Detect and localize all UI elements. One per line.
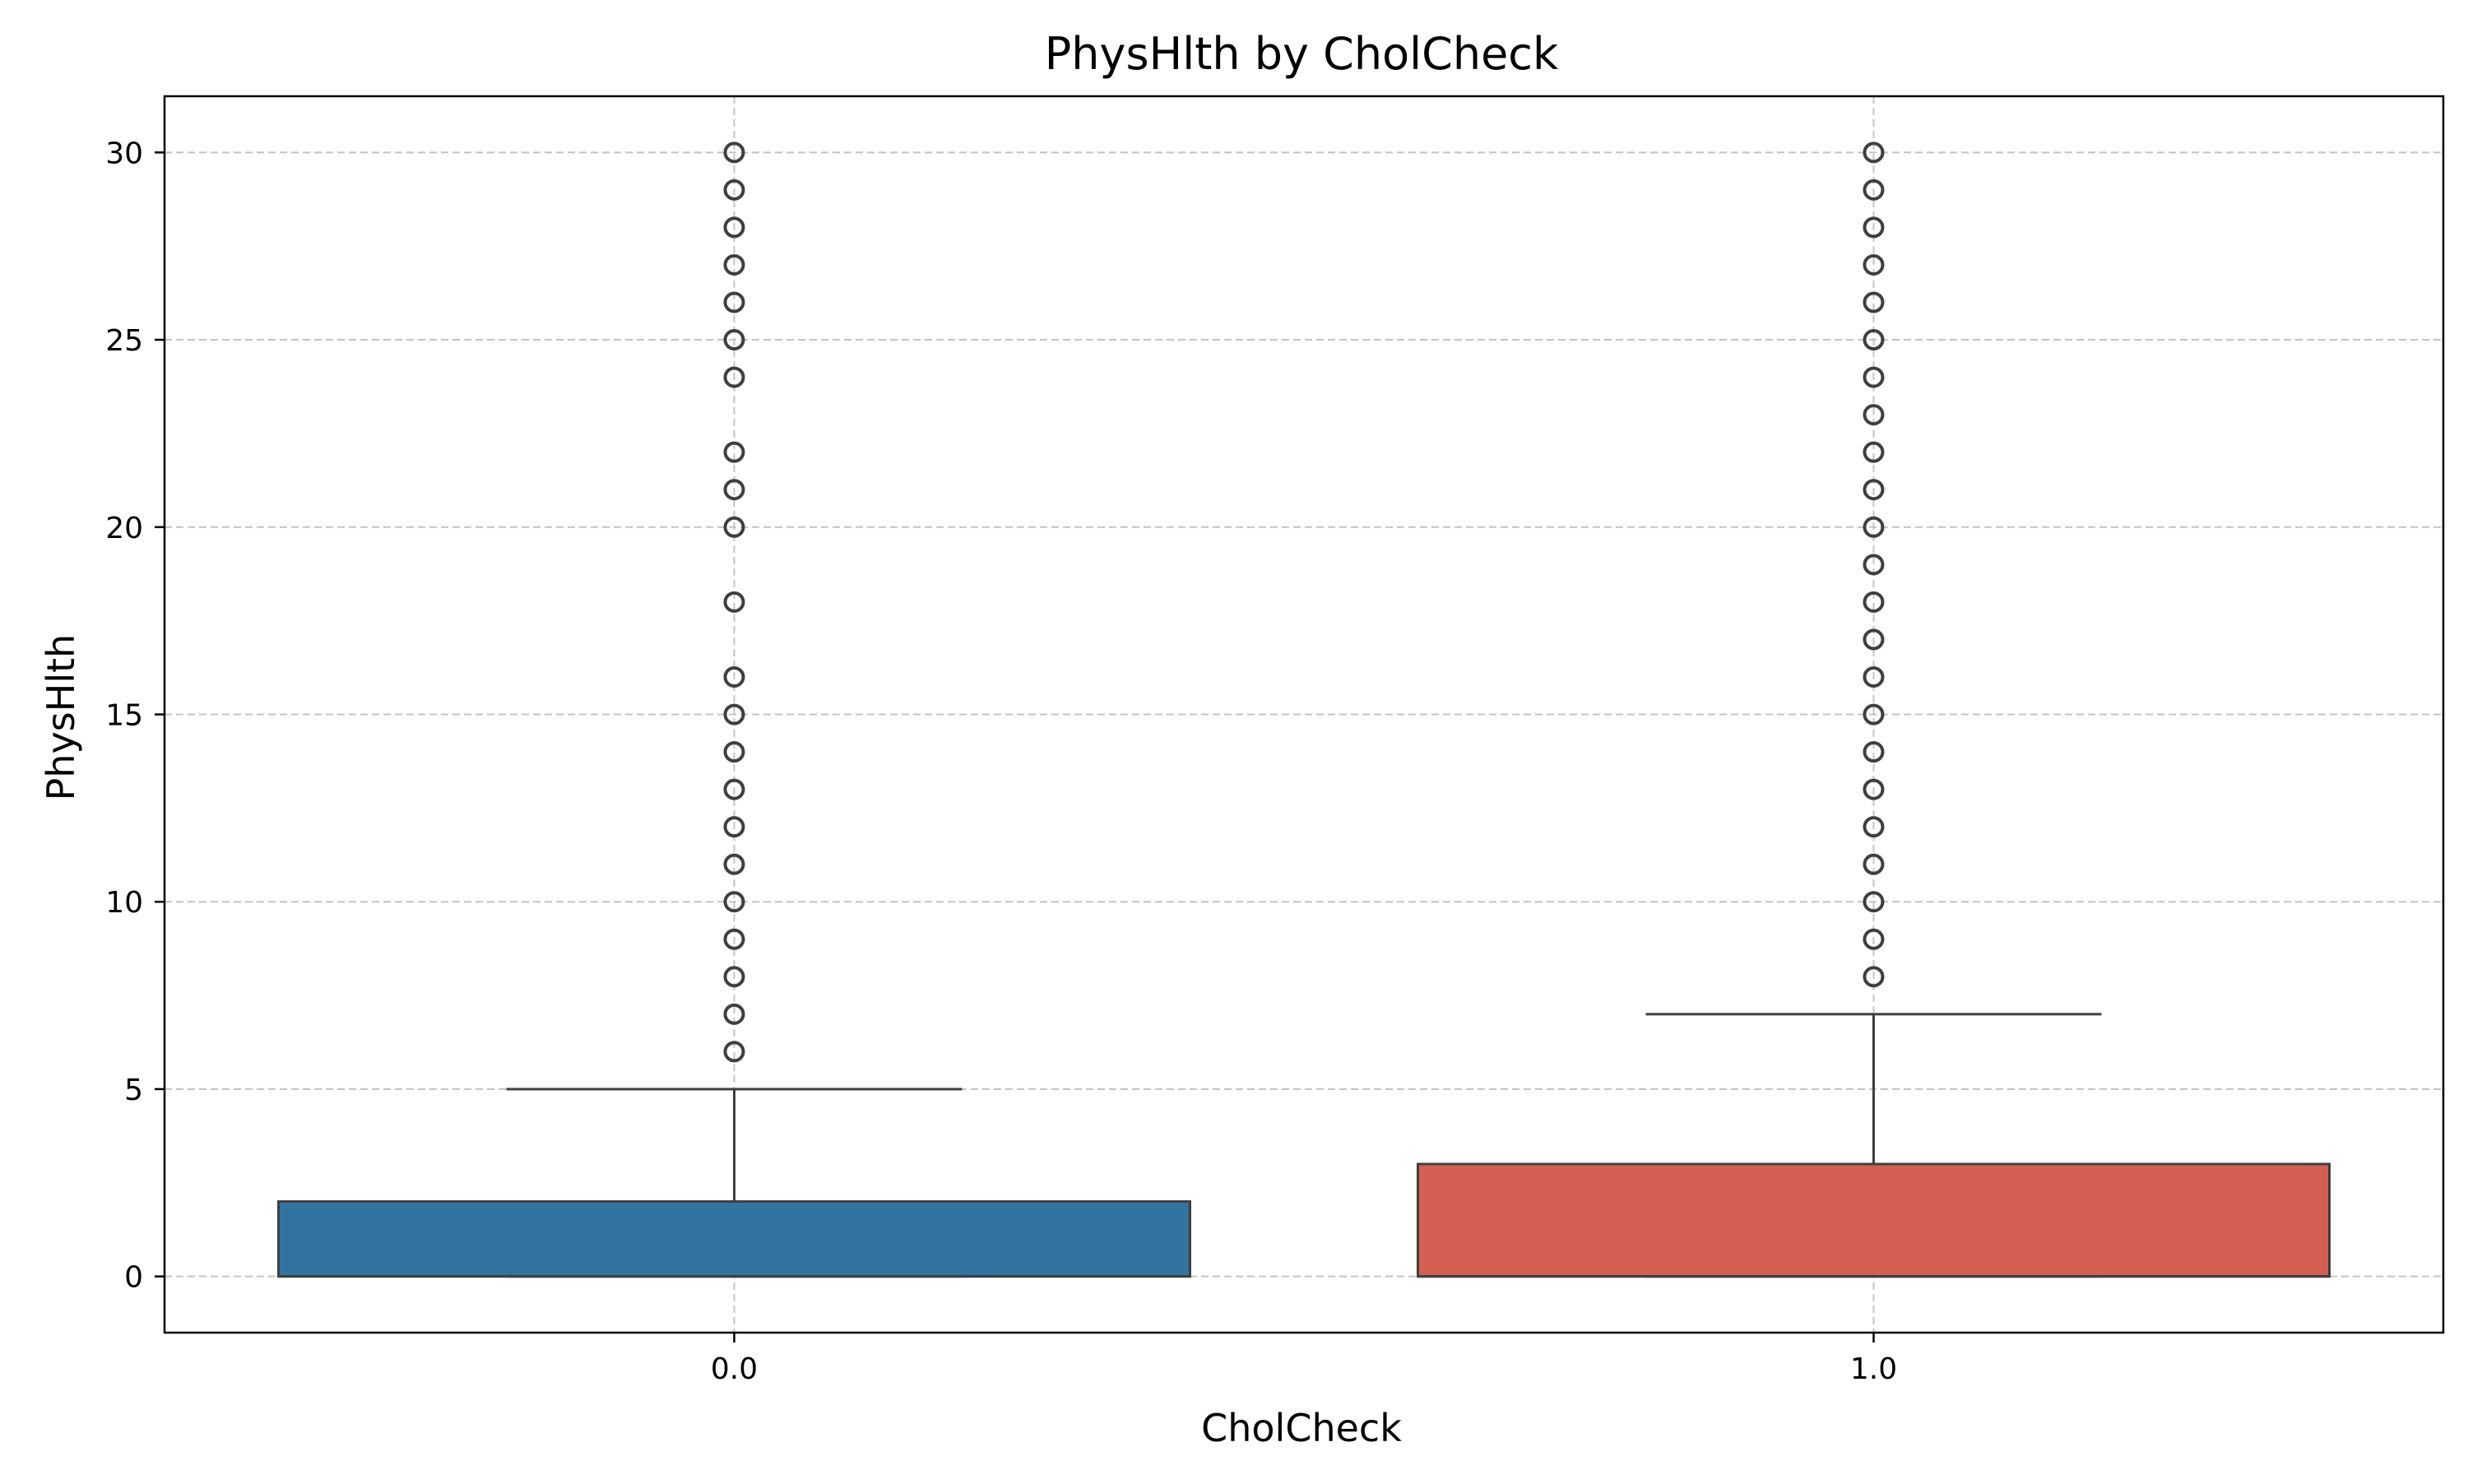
outlier-point: [1863, 253, 1885, 276]
boxes: [277, 1013, 2331, 1278]
y-axis-label: PhysHlth: [39, 634, 83, 801]
x-tick-label: 0.0: [711, 1352, 758, 1386]
outlier-point: [1863, 404, 1885, 426]
box-iqr: [277, 1200, 1191, 1278]
outlier-point: [1863, 366, 1885, 388]
outlier-point: [1863, 554, 1885, 576]
outlier-point: [1863, 441, 1885, 463]
outlier-point: [1863, 479, 1885, 501]
outlier-point: [1863, 665, 1885, 688]
outlier-point: [723, 853, 745, 875]
outlier-point: [1863, 778, 1885, 800]
y-tick-label: 10: [105, 886, 143, 920]
box-group-1.0: [1417, 1013, 2331, 1278]
y-tick-label: 20: [105, 512, 143, 545]
chart-title: PhysHlth by CholCheck: [1045, 28, 1559, 80]
y-tick-label: 25: [105, 324, 143, 358]
outlier-point: [1863, 816, 1885, 838]
x-axis-label: CholCheck: [1201, 1406, 1402, 1450]
x-tick-label: 1.0: [1850, 1352, 1897, 1386]
outlier-point: [723, 741, 745, 763]
outlier-point: [723, 179, 745, 201]
outlier-point: [723, 141, 745, 164]
outlier-point: [1863, 928, 1885, 950]
outliers: [723, 141, 1885, 1063]
outlier-point: [1863, 853, 1885, 875]
outlier-point: [1863, 291, 1885, 313]
outlier-point: [1863, 966, 1885, 988]
outlier-point: [1863, 628, 1885, 651]
outlier-point: [1863, 741, 1885, 763]
y-tick-label: 30: [105, 137, 143, 170]
outlier-point: [1863, 591, 1885, 613]
outlier-point: [723, 216, 745, 239]
outlier-point: [723, 778, 745, 800]
outlier-point: [1863, 329, 1885, 351]
axis-ticks: 0 5 10 15 20 25 30 0.0 1.0: [105, 137, 1897, 1386]
outlier-point: [1863, 141, 1885, 164]
outlier-point: [723, 366, 745, 388]
outlier-point: [723, 665, 745, 688]
outlier-point: [723, 966, 745, 988]
outlier-point: [723, 891, 745, 913]
y-tick-label: 15: [105, 699, 143, 733]
outlier-point: [723, 703, 745, 726]
outlier-point: [723, 1041, 745, 1063]
outlier-point: [1863, 891, 1885, 913]
outlier-point: [1863, 216, 1885, 239]
y-tick-label: 0: [124, 1261, 143, 1295]
outlier-point: [723, 816, 745, 838]
outlier-point: [723, 479, 745, 501]
outlier-point: [723, 591, 745, 613]
box-iqr: [1417, 1162, 2331, 1278]
outlier-point: [723, 928, 745, 950]
box-group-0.0: [277, 1087, 1191, 1278]
outlier-point: [723, 516, 745, 538]
outlier-point: [723, 441, 745, 463]
outlier-point: [1863, 179, 1885, 201]
outlier-point: [723, 329, 745, 351]
y-tick-label: 5: [124, 1074, 143, 1107]
outlier-point: [723, 291, 745, 313]
outlier-point: [1863, 516, 1885, 538]
outlier-point: [723, 253, 745, 276]
outlier-point: [1863, 703, 1885, 726]
outlier-point: [723, 1003, 745, 1025]
